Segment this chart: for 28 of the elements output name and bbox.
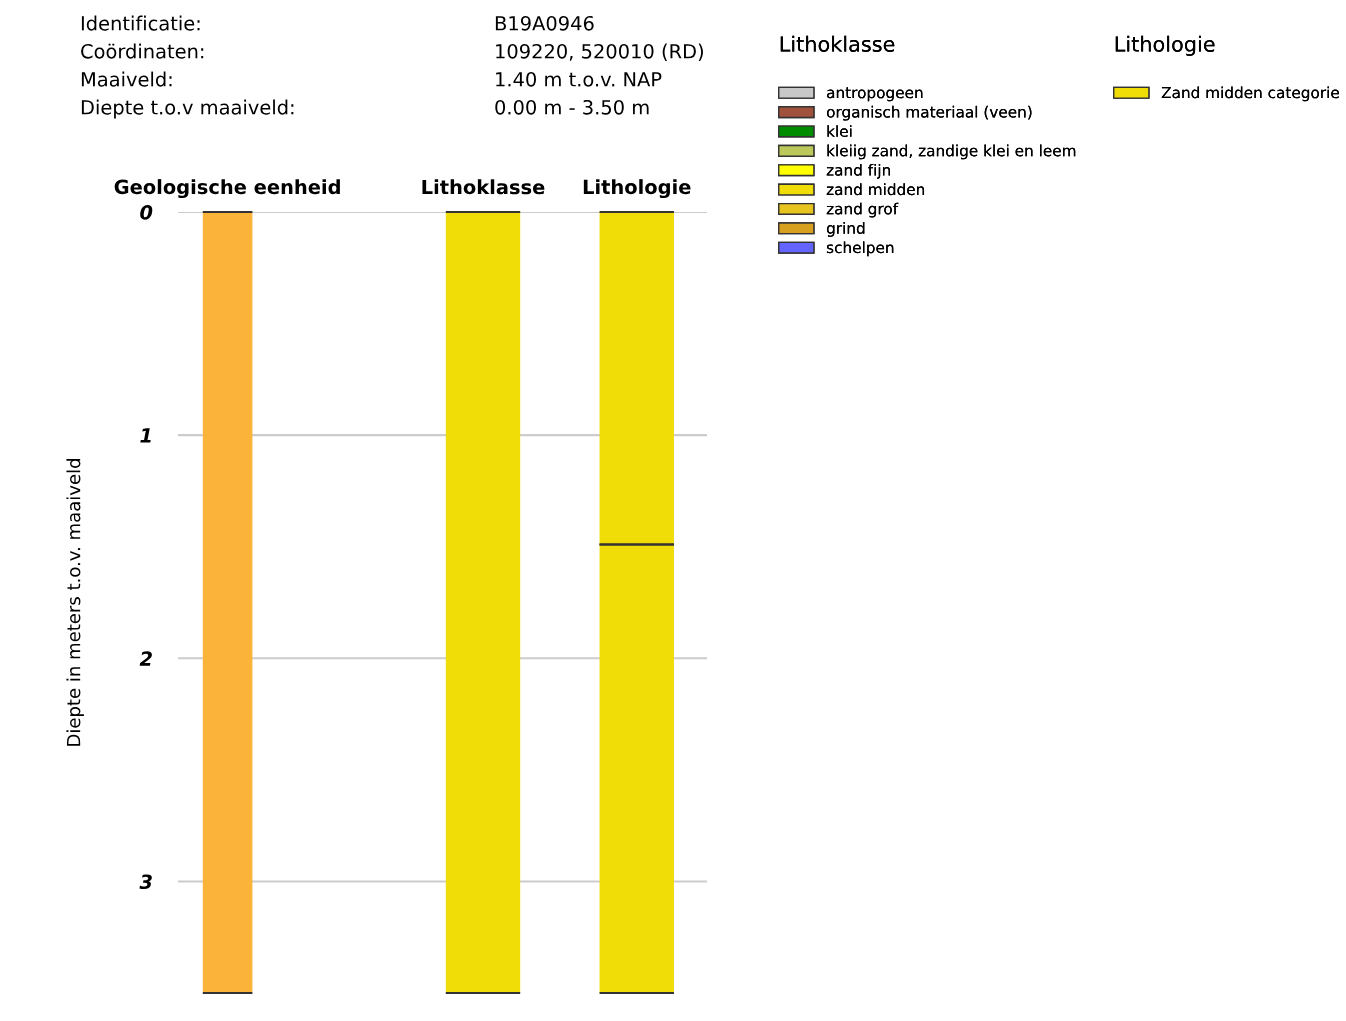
text: Lithologie	[1115, 35, 1215, 56]
text: Identificatie:	[81, 15, 200, 31]
text: B19A0946	[495, 15, 594, 31]
text: 1.40 m t.o.v. NAP	[496, 71, 662, 87]
legend-label: kleiig zand, zandige klei en leem	[827, 144, 1076, 160]
y-tick-label: 0	[140, 204, 153, 220]
legend-label: zand midden	[826, 183, 925, 196]
text: Maaiveld:	[81, 71, 172, 87]
legend-label: grind	[826, 222, 865, 237]
x-tick-label: Lithologie	[583, 179, 691, 199]
legend-label: antropogeen	[827, 87, 923, 102]
x-tick-label: Lithoklasse	[422, 179, 545, 195]
legend-label: organisch materiaal (veen)	[826, 105, 1032, 121]
x-tick-label: Geologische eenheid	[114, 179, 340, 199]
y-axis-title: Diepte in meters t.o.v. maaiveld	[66, 459, 84, 746]
y-tick-label: 3	[139, 874, 152, 890]
legend-label: schelpen	[826, 241, 894, 257]
y-tick-label: 1	[140, 428, 151, 443]
text: 109220, 520010 (RD)	[496, 43, 703, 61]
legend-label: Zand midden categorie	[1161, 86, 1339, 102]
text: Diepte t.o.v maaiveld:	[81, 99, 294, 119]
y-tick-label: 2	[139, 651, 152, 666]
legend-label: klei	[827, 125, 852, 138]
text: Lithoklasse	[780, 35, 895, 52]
legend-label: zand grof	[826, 202, 899, 218]
text: Coördinaten:	[81, 43, 204, 59]
text: 0.00 m - 3.50 m	[495, 99, 649, 115]
legend-label: zand fijn	[826, 163, 890, 179]
